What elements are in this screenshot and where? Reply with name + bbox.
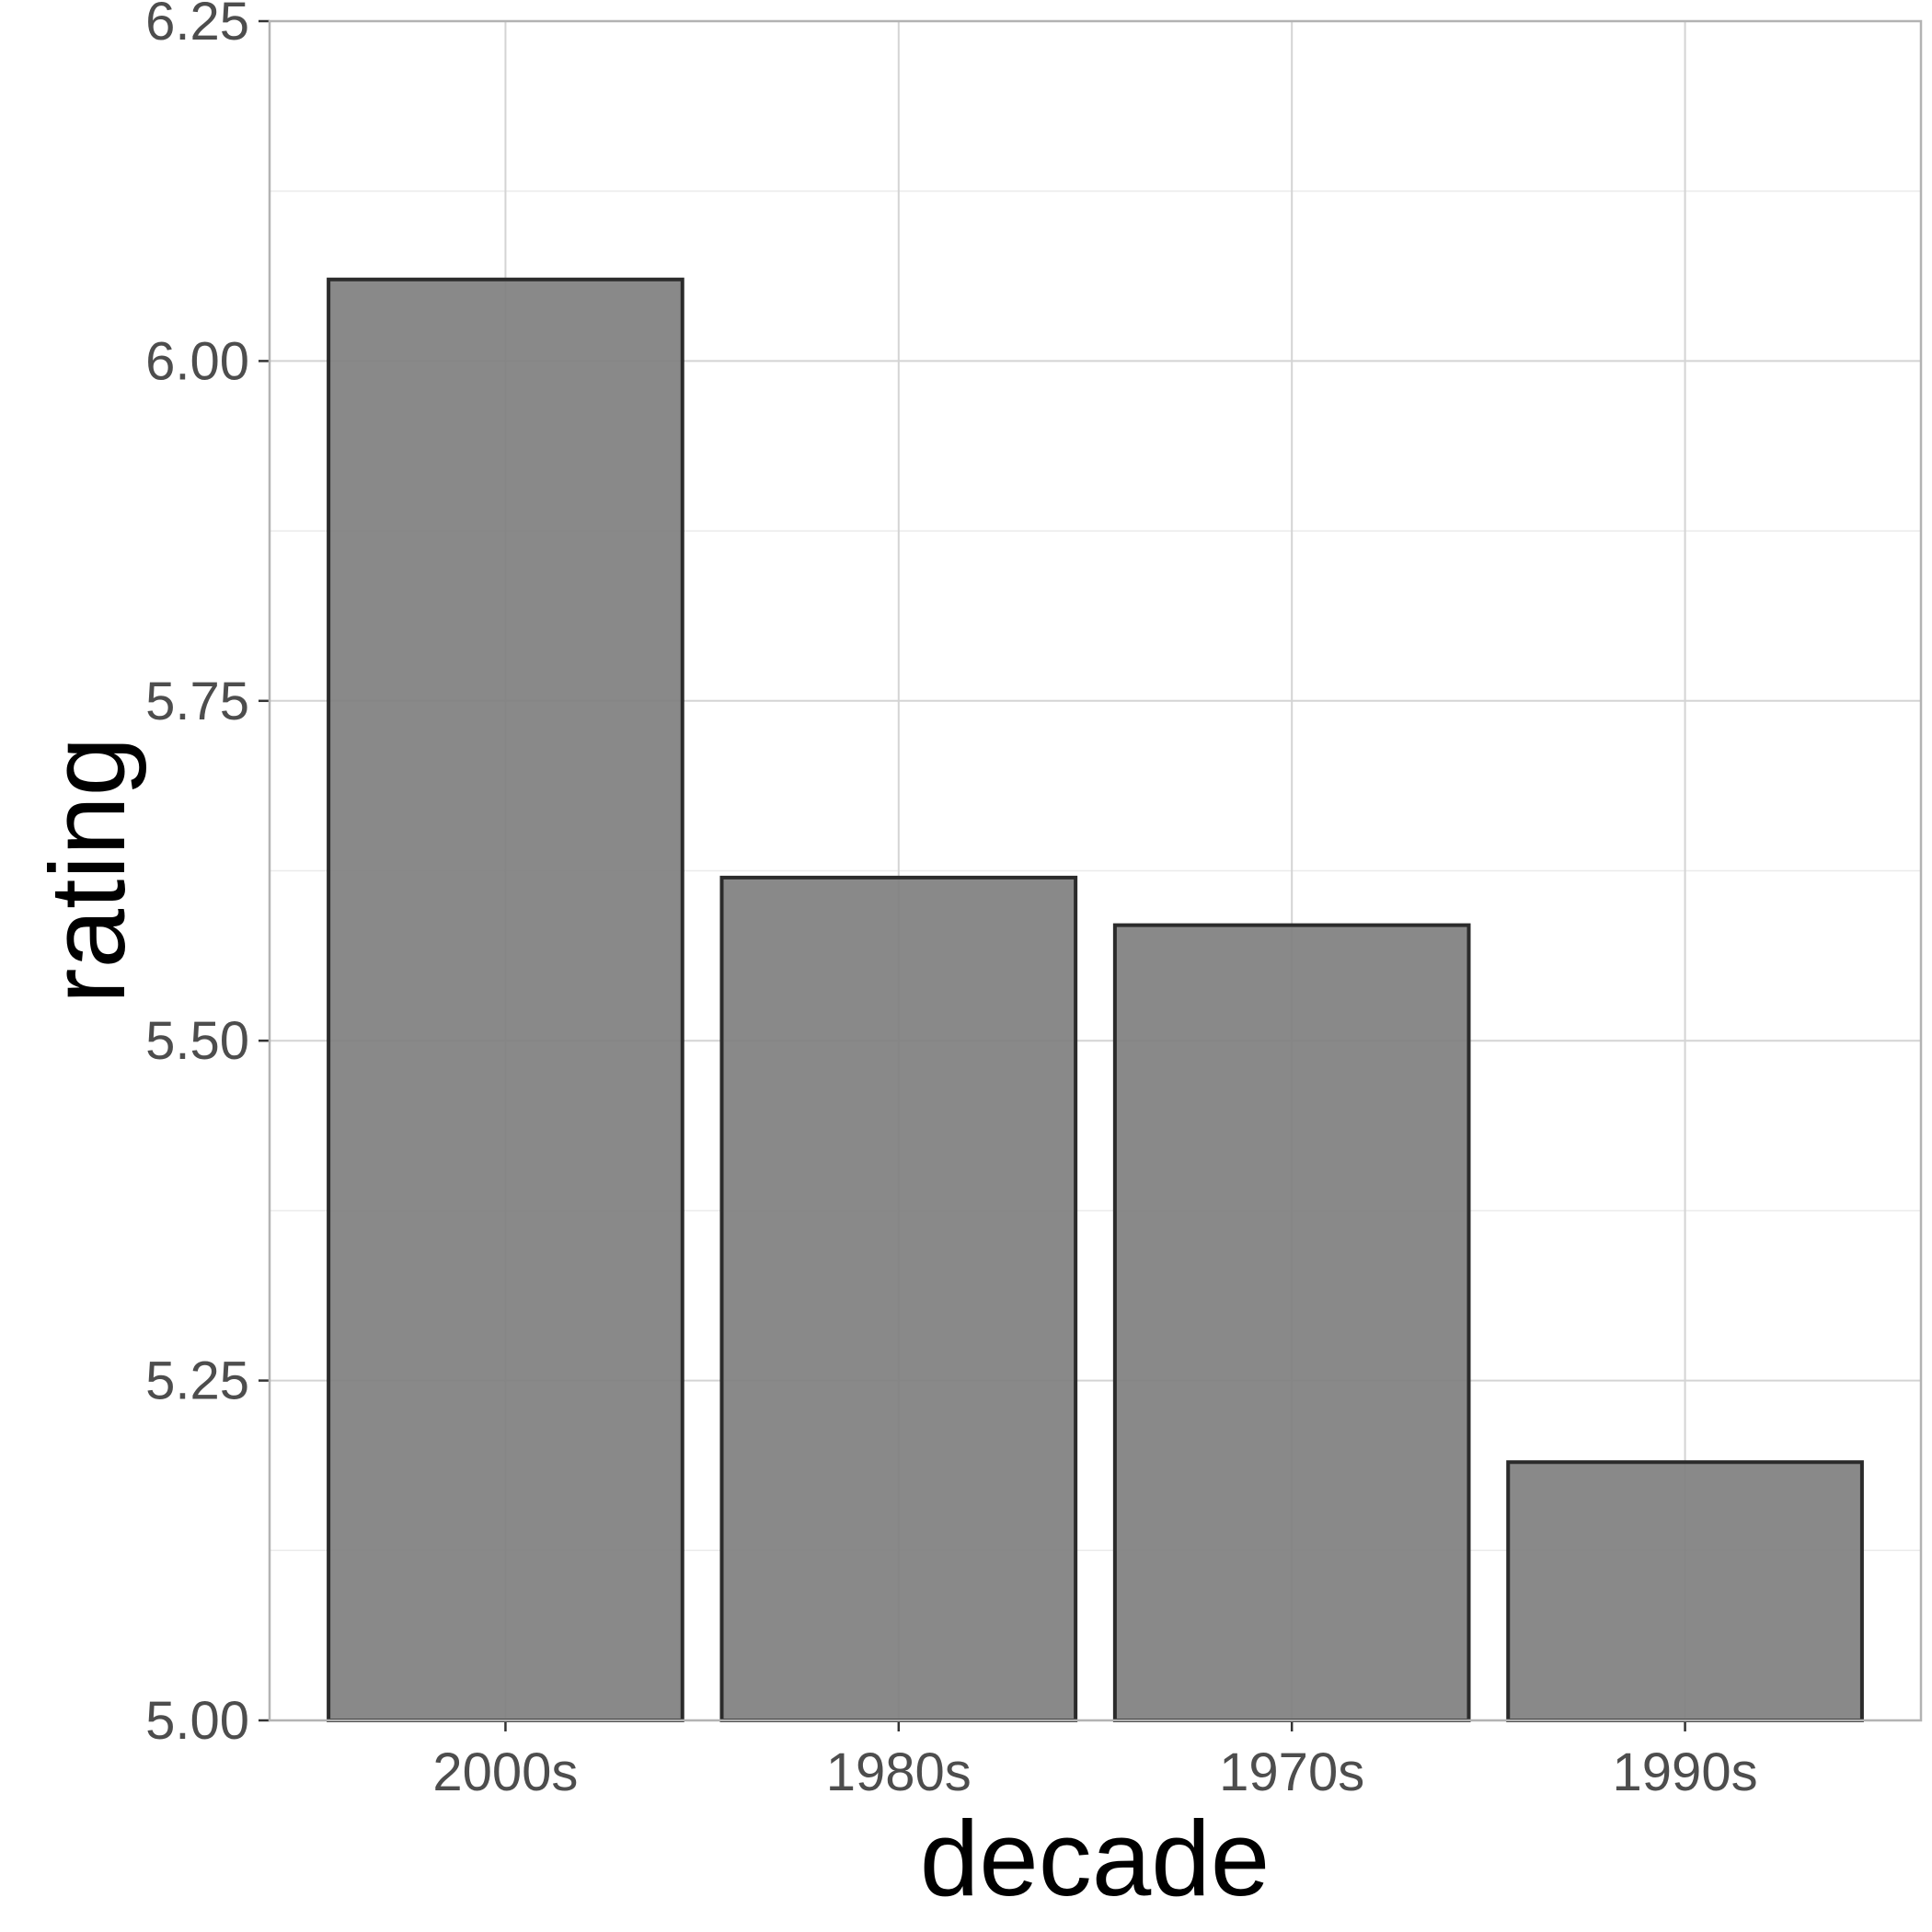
bars-layer [327,277,1864,1722]
bar-1990s [1506,1460,1864,1722]
x-tick-label: 1970s [1219,1742,1364,1802]
bar-2000s [327,277,684,1722]
y-tick-label: 6.25 [145,0,249,52]
bar-1980s [719,875,1078,1722]
bar-1970s [1112,923,1471,1722]
y-tick-label: 5.50 [145,1011,249,1071]
panel-border [268,19,1923,1722]
y-tick-label: 5.75 [145,672,249,731]
x-tick-label: 2000s [432,1742,578,1802]
x-tick-label: 1980s [826,1742,972,1802]
y-axis-title: rating [28,737,147,1004]
y-tick-label: 5.25 [145,1351,249,1411]
y-tick-label: 5.00 [145,1691,249,1751]
x-tick-label: 1990s [1613,1742,1758,1802]
x-axis-title: decade [920,1799,1271,1918]
ticks-layer: 5.00 5.25 5.50 5.75 6.00 6.25 2000s 1980s 1970s 1… [145,0,1757,1802]
y-tick-label: 6.00 [145,331,249,391]
